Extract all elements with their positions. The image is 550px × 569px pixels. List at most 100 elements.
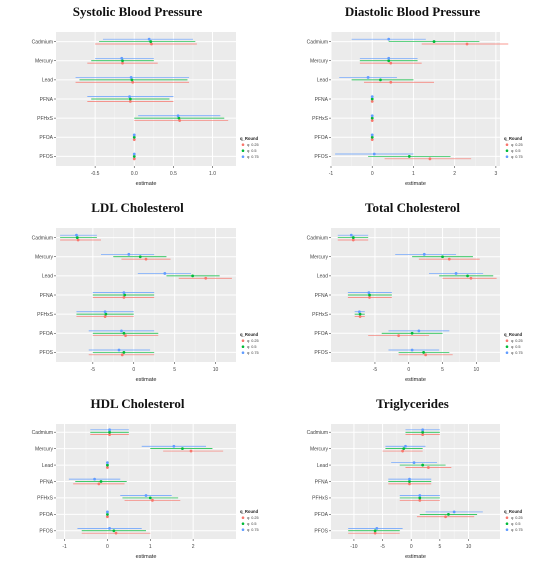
category-label: Lead [317,463,328,469]
estimate-point [358,312,362,316]
estimate-point [99,480,103,483]
estimate-point [122,331,126,335]
x-tick-label: 0 [407,367,410,373]
estimate-point [204,276,208,280]
estimate-point [181,447,184,451]
x-axis-label: estimate [405,181,426,187]
estimate-point [351,238,355,242]
legend-label: q: 0.75 [247,528,259,532]
estimate-point [150,42,153,46]
legend-key [505,522,509,525]
estimate-point [402,447,406,451]
x-axis-label: estimate [136,181,157,187]
estimate-point [132,155,136,158]
estimate-point [177,116,181,120]
estimate-point [370,100,374,103]
x-tick-label: 3 [494,171,497,177]
legend-key [505,143,509,146]
category-label: Lead [42,78,53,84]
estimate-point [421,430,425,434]
estimate-point [75,233,78,237]
estimate-point [375,526,379,530]
estimate-point [108,526,111,530]
estimate-point [106,512,109,516]
estimate-point [106,463,109,467]
chart-triglycerides: -10 -5 0 5 10 Cadmium Mercury Lead PFNA PFHxS PFOA… [307,424,523,560]
category-label: PFOA [314,331,328,337]
estimate-point [121,61,124,65]
estimate-point [151,498,154,502]
legend-key [241,149,245,152]
estimate-point [370,138,374,142]
estimate-point [132,135,136,139]
title-diastolic: Diastolic Blood Pressure [344,4,481,19]
estimate-point [447,257,451,261]
x-tick-label: 2 [453,171,456,177]
estimate-point [358,315,362,318]
title-triglycerides: Triglycerides [376,396,449,411]
estimate-point [368,296,371,299]
estimate-point [106,461,109,465]
estimate-point [122,291,126,294]
estimate-point [370,95,374,98]
category-label: PFHxS [312,312,329,318]
estimate-point [408,477,411,481]
legend-title: q_Round [240,136,259,141]
x-tick-label: 5 [438,544,441,550]
estimate-point [117,348,121,352]
category-label: PFHxS [37,116,54,122]
category-label: Mercury [35,446,54,452]
chart-diastolic-blood-pressure: -1 0 1 2 3 Cadmium Mercury Lead PFNA PFHxS PFOA PFO… [307,32,523,187]
legend-key [241,516,245,519]
estimate-point [389,61,393,65]
category-label: Mercury [35,59,54,65]
estimate-point [370,114,374,118]
estimate-point [103,315,107,318]
x-tick-label: -10 [350,544,357,550]
chart-ldl-cholesterol: -5 0 5 10 Cadmium Mercury Lead PFNA PFHxS PFOA PFO… [32,228,259,383]
legend-key [241,143,245,146]
legend-label: q: 0.5 [247,522,257,526]
x-tick-label: 1.0 [209,171,216,177]
estimate-point [426,466,430,469]
legend-key [505,528,509,531]
estimate-point [387,59,391,63]
estimate-point [191,274,195,278]
x-tick-label: 0 [132,367,135,373]
x-tick-label: -1 [62,544,67,550]
estimate-point [172,444,176,448]
category-label: PFNA [40,293,54,299]
estimate-point [412,461,416,465]
estimate-point [379,78,382,82]
estimate-point [407,155,411,158]
estimate-point [144,257,148,261]
legend-label: q: 0.5 [247,345,257,349]
category-label: PFNA [315,479,329,485]
category-label: Mercury [310,255,329,261]
category-label: Mercury [310,446,329,452]
estimate-point [370,135,374,139]
legend-key [505,155,509,158]
estimate-point [106,466,109,469]
estimate-point [132,157,136,161]
x-axis-label: estimate [405,377,426,383]
x-axis-label: estimate [136,377,157,383]
legend-key [505,351,509,354]
category-label: PFOS [39,154,53,160]
category-label: Lead [317,274,328,280]
estimate-point [408,480,411,483]
estimate-point [189,449,193,453]
estimate-point [351,236,355,239]
estimate-point [452,510,456,514]
category-label: PFOA [39,135,53,141]
estimate-point [76,238,80,242]
estimate-point [418,498,422,502]
x-axis-label: estimate [405,554,426,560]
chart-total-cholesterol: -5 0 5 10 Cadmium Mercury Lead PFNA PFHxS PFOA PFO… [307,228,523,383]
estimate-point [144,494,148,497]
estimate-point [370,116,374,120]
estimate-point [106,510,109,514]
estimate-point [421,433,425,437]
estimate-point [147,37,151,41]
estimate-point [441,255,444,259]
